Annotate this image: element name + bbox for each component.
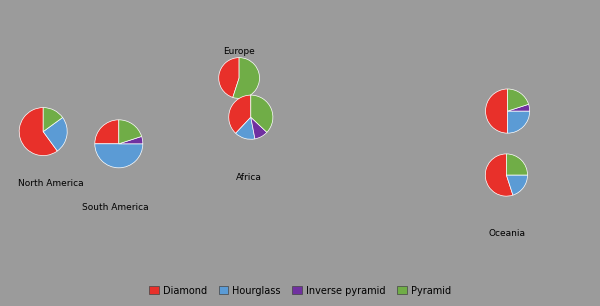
Wedge shape xyxy=(43,118,67,151)
Wedge shape xyxy=(485,154,513,196)
Wedge shape xyxy=(506,175,527,195)
Wedge shape xyxy=(229,95,251,133)
Wedge shape xyxy=(119,136,143,144)
Wedge shape xyxy=(43,108,62,132)
Text: North America: North America xyxy=(18,179,84,188)
Text: Africa: Africa xyxy=(236,173,262,182)
Wedge shape xyxy=(251,117,267,139)
Legend: Diamond, Hourglass, Inverse pyramid, Pyramid: Diamond, Hourglass, Inverse pyramid, Pyr… xyxy=(145,282,455,300)
Wedge shape xyxy=(508,89,529,111)
Text: South America: South America xyxy=(82,203,149,211)
Wedge shape xyxy=(219,58,239,97)
Text: Oceania: Oceania xyxy=(488,229,526,238)
Wedge shape xyxy=(485,89,508,133)
Wedge shape xyxy=(95,144,143,168)
Wedge shape xyxy=(251,95,273,132)
Wedge shape xyxy=(506,154,527,175)
Wedge shape xyxy=(236,117,255,139)
Wedge shape xyxy=(508,104,530,111)
Wedge shape xyxy=(95,120,119,144)
Text: Asia: Asia xyxy=(496,167,515,176)
Wedge shape xyxy=(19,108,58,155)
Wedge shape xyxy=(119,120,142,144)
Text: Europe: Europe xyxy=(223,47,254,56)
Wedge shape xyxy=(233,58,259,99)
Wedge shape xyxy=(508,111,530,133)
